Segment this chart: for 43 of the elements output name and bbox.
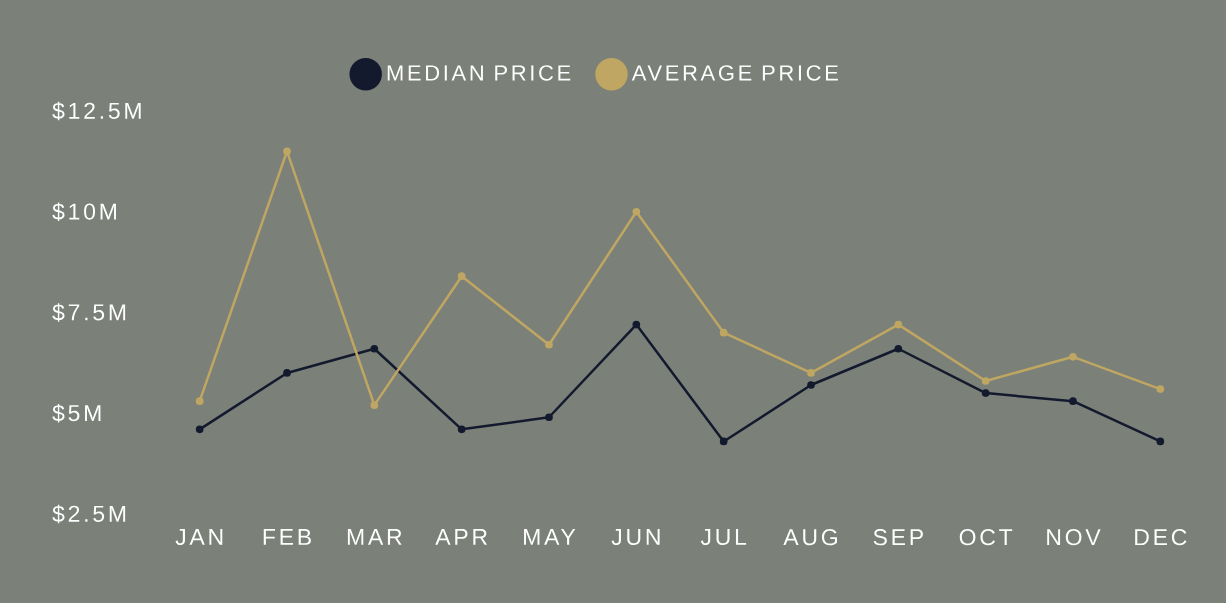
point bbox=[1156, 385, 1165, 393]
point bbox=[719, 328, 728, 337]
y-tick-label: $2.5M bbox=[52, 504, 126, 524]
y-tick-label: $12.5M bbox=[52, 101, 141, 121]
x-tick-label: APR bbox=[435, 529, 487, 545]
point bbox=[1069, 397, 1077, 405]
point bbox=[719, 437, 728, 446]
x-tick-label: MAR bbox=[347, 529, 402, 545]
point bbox=[370, 401, 379, 410]
point bbox=[981, 377, 990, 385]
point bbox=[894, 344, 903, 353]
point bbox=[894, 320, 903, 329]
y-tick-label: $5M bbox=[52, 403, 101, 423]
x-tick-label: NOV bbox=[1047, 529, 1101, 546]
point bbox=[195, 397, 204, 405]
x-tick-label: JUN bbox=[611, 529, 660, 546]
x-tick-label: JAN bbox=[175, 529, 223, 546]
x-tick-label: FEB bbox=[263, 529, 311, 545]
point bbox=[1069, 352, 1077, 361]
x-tick-label: JUL bbox=[700, 529, 747, 546]
y-tick-label: $7.5M bbox=[52, 303, 126, 322]
point bbox=[1156, 437, 1165, 446]
point bbox=[632, 207, 641, 216]
point bbox=[545, 340, 553, 349]
x-tick-label: AUG bbox=[783, 529, 837, 546]
legend-label: MEDIAN PRICE bbox=[387, 65, 571, 81]
point bbox=[807, 381, 815, 389]
x-tick-label: OCT bbox=[959, 529, 1013, 546]
point bbox=[632, 320, 641, 329]
point bbox=[981, 389, 990, 397]
x-tick-label: DEC bbox=[1135, 529, 1187, 546]
point bbox=[457, 272, 466, 281]
point bbox=[545, 413, 553, 422]
y-tick-label: $10M bbox=[52, 202, 116, 222]
point bbox=[283, 147, 291, 156]
x-tick-label: MAY bbox=[524, 529, 576, 545]
point bbox=[195, 425, 204, 434]
point bbox=[370, 344, 379, 353]
point bbox=[807, 369, 815, 377]
point bbox=[283, 369, 291, 377]
x-tick-label: SEP bbox=[873, 529, 923, 546]
point bbox=[457, 425, 466, 434]
legend-label: AVERAGE PRICE bbox=[631, 65, 838, 81]
